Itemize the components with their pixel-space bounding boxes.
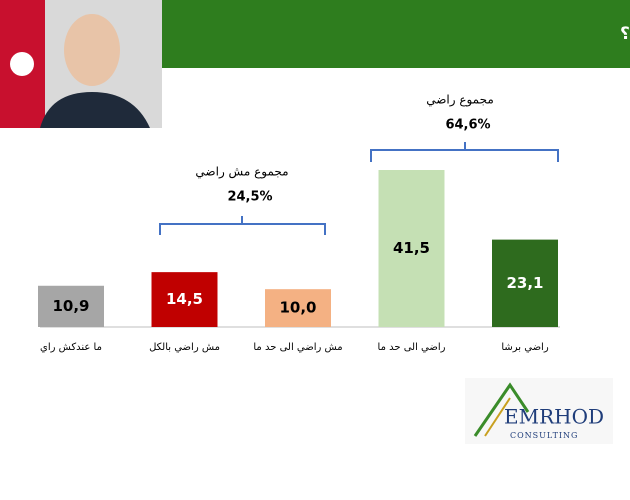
bracket — [370, 142, 559, 162]
x-tick-label: مش راضي بالكل — [149, 342, 220, 353]
logo: EMRHOD CONSULTING — [465, 378, 613, 444]
bar — [378, 170, 445, 327]
logo-name: EMRHOD — [504, 405, 604, 429]
value-label: 14,5 — [166, 290, 203, 308]
x-tick-label: مش راضي الى حد ما — [253, 342, 342, 353]
bracket — [159, 216, 326, 235]
x-tick-label: راضي برشا — [501, 342, 549, 353]
bar — [151, 272, 218, 327]
bar — [265, 289, 331, 327]
value-label: 23,1 — [506, 274, 543, 292]
value-label: 10,0 — [279, 299, 316, 317]
bar — [492, 239, 558, 327]
annotation: مجموع مش راضي — [195, 165, 288, 180]
photo — [0, 0, 162, 128]
annotation: مجموع راضي — [426, 93, 494, 108]
bar — [38, 285, 104, 327]
value-label: 10,9 — [52, 297, 89, 315]
annotation-total: 64,6% — [445, 118, 490, 133]
annotation-total: 24,5% — [227, 190, 272, 205]
chart-title: السؤال : كيفاش تقيم اداء رئيس الدولة الس… — [620, 24, 630, 44]
x-tick-label: ما عندكش راي — [40, 342, 102, 353]
x-tick-label: راضي الى حد ما — [378, 342, 446, 353]
header-bar — [162, 0, 630, 68]
value-label: 41,5 — [393, 239, 430, 257]
logo-tagline: CONSULTING — [510, 431, 578, 440]
